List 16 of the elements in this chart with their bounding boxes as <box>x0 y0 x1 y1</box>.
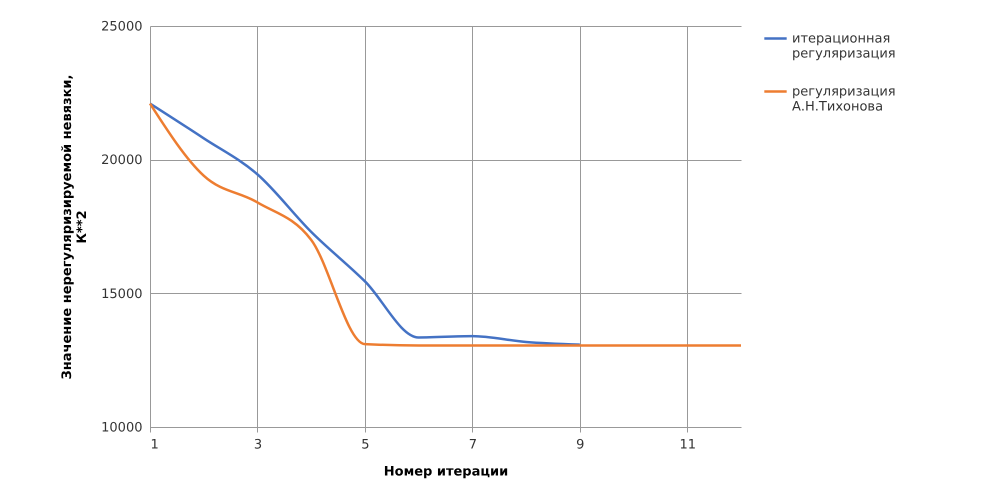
y-tick-label: 20000 <box>101 153 142 168</box>
x-axis-title: Номер итерации <box>384 464 508 480</box>
x-tick-label: 7 <box>468 438 478 452</box>
line-series <box>148 102 742 347</box>
y-tick-label: 15000 <box>101 286 142 302</box>
legend-label: регуляризация А.Н.Тихонова <box>792 84 896 114</box>
y-tick-label: 10000 <box>101 420 142 436</box>
y-tick-label: 25000 <box>101 20 142 34</box>
y-axis-title: Значение нерегуляризируемой невязки, К**2 <box>60 74 90 380</box>
x-tick-label: 9 <box>576 438 584 452</box>
legend-label: итерационная регуляризация <box>792 32 896 62</box>
x-tick-label: 3 <box>254 438 262 452</box>
x-tick-label: 5 <box>361 438 370 452</box>
x-tick-label: 1 <box>150 438 159 452</box>
x-tick-label: 11 <box>680 438 696 452</box>
line-series <box>148 102 582 346</box>
